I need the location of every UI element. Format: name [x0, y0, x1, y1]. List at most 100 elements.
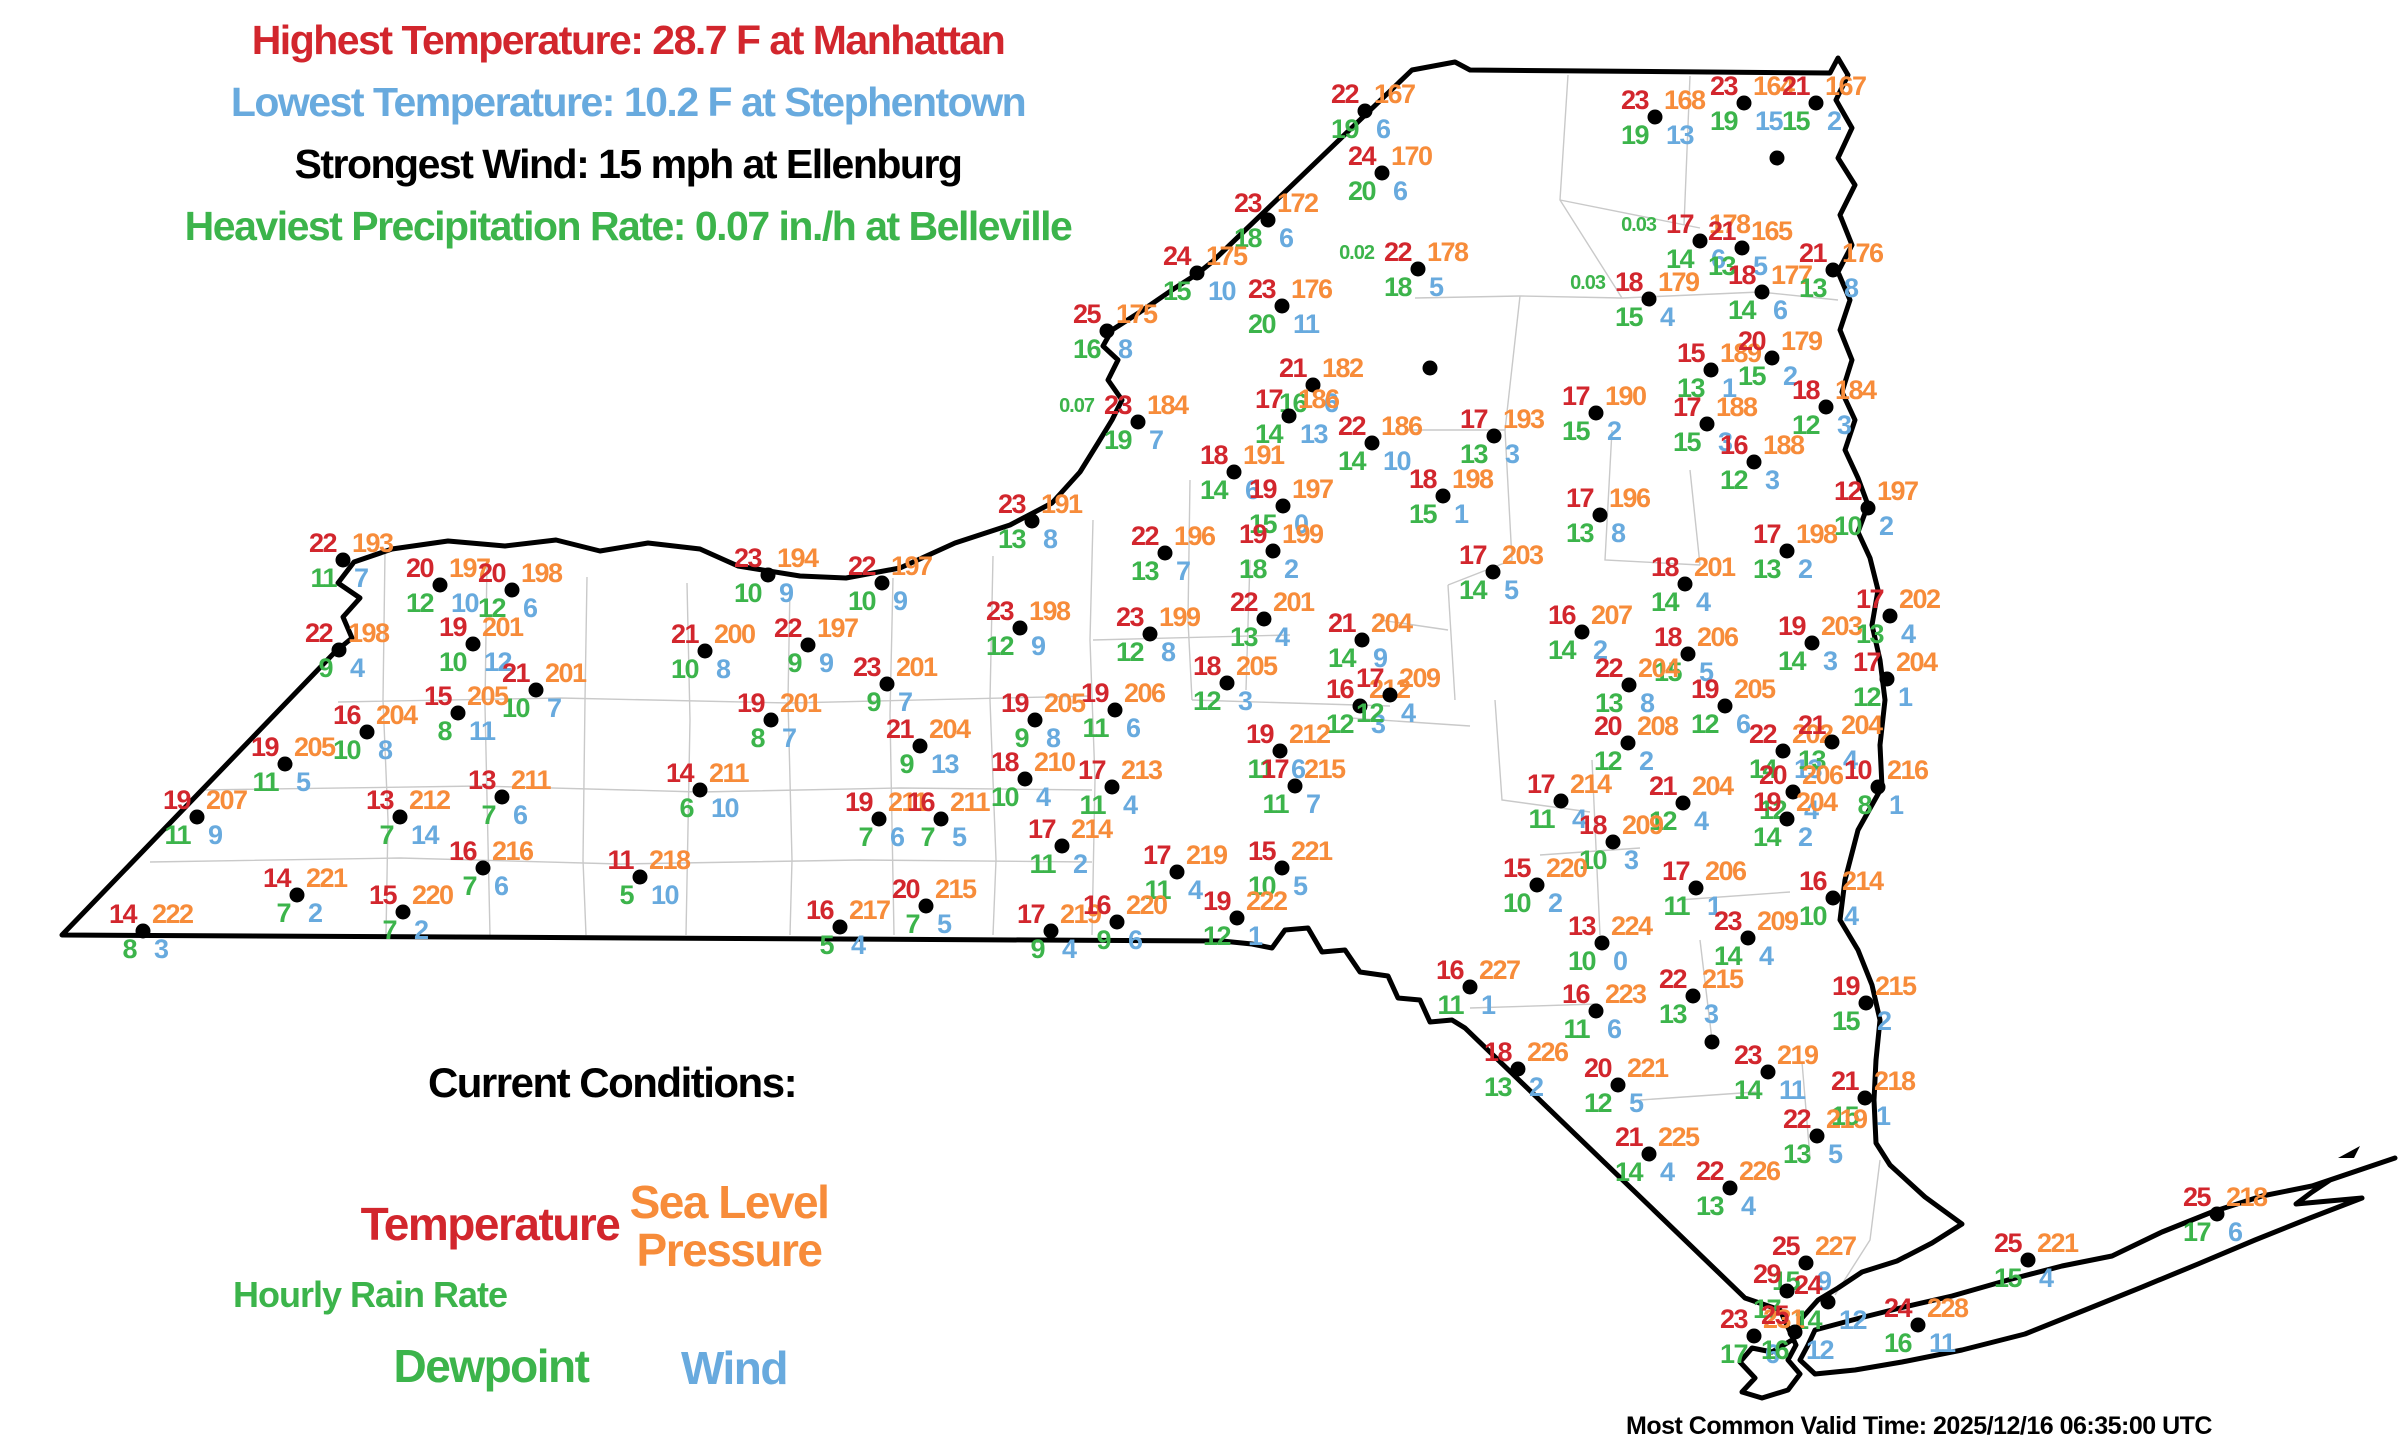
- station-dewpoint: 13: [1484, 1072, 1513, 1102]
- station-dewpoint: 8: [750, 723, 765, 753]
- station-dot: [1382, 687, 1398, 703]
- weather-station: 16 217 5 4: [806, 895, 892, 960]
- legend-title: Current Conditions:: [428, 1059, 796, 1106]
- station-dot: [1588, 1003, 1604, 1019]
- weather-station: 19 197 15 0: [1249, 474, 1335, 539]
- station-wind: 3: [154, 934, 169, 964]
- station-wind: 6: [1607, 1014, 1622, 1044]
- weather-station: 23 172 18 6: [1234, 188, 1320, 253]
- weather-station: 19 201 8 7: [737, 688, 824, 753]
- station-wind: 6: [1291, 754, 1306, 784]
- station-wind: 4: [1694, 806, 1709, 836]
- weather-station: 19 205 12 6: [1691, 674, 1778, 739]
- station-temperature: 20: [406, 553, 434, 583]
- station-dot: [1760, 1064, 1776, 1080]
- station-pressure: 216: [492, 836, 534, 866]
- station-dewpoint: 19: [1710, 106, 1739, 136]
- weather-station: 17 219 9 4: [1017, 899, 1104, 964]
- station-pressure: 186: [1381, 411, 1423, 441]
- weather-station: 18 179 15 4 0.03: [1570, 267, 1701, 332]
- station-wind: 0: [1613, 946, 1627, 976]
- weather-station: 21 176 13 8: [1799, 238, 1886, 303]
- weather-station: 16 211 7 5: [907, 787, 992, 852]
- station-temperature: 17: [1753, 519, 1781, 549]
- station-dot: [1024, 513, 1040, 529]
- weather-station: 15 220 10 2: [1503, 853, 1589, 918]
- station-dewpoint: 11: [1437, 990, 1464, 1020]
- station-dot: [1754, 284, 1770, 300]
- weather-station: 22 198 9 4: [305, 618, 392, 683]
- station-wind: 4: [1275, 622, 1290, 652]
- station-wind: 7: [782, 723, 796, 753]
- station-wind: 2: [414, 915, 428, 945]
- station-wind: 4: [1804, 795, 1819, 825]
- station-temperature: 23: [1234, 188, 1263, 218]
- station-dot: [1746, 454, 1762, 470]
- weather-station: 17 188 15 3: [1673, 392, 1760, 457]
- station-dewpoint: 14: [1615, 1157, 1644, 1187]
- station-temperature: 20: [1584, 1053, 1612, 1083]
- station-dewpoint: 13: [1131, 556, 1160, 586]
- station-dewpoint: 15: [1832, 1006, 1861, 1036]
- weather-station: 18 226 13 2: [1484, 1037, 1571, 1102]
- station-pressure: 165: [1751, 216, 1793, 246]
- station-pressure: 176: [1842, 238, 1884, 268]
- station-dewpoint: 15: [1673, 427, 1702, 457]
- station-dewpoint: 11: [1528, 804, 1555, 834]
- station-wind: 4: [1188, 875, 1203, 905]
- station-dewpoint: 7: [905, 909, 919, 939]
- station-pressure: 207: [1591, 600, 1632, 630]
- station-wind: 3: [1837, 410, 1852, 440]
- station-wind: 1: [1722, 373, 1737, 403]
- station-temperature: 15: [1677, 338, 1706, 368]
- station-dewpoint: 12: [1792, 410, 1820, 440]
- station-dewpoint: 20: [1248, 309, 1276, 339]
- station-rain-rate: 0.03: [1570, 272, 1606, 294]
- county-lines: [149, 74, 1881, 1296]
- weather-station: 17 196 13 8: [1566, 483, 1653, 548]
- station-dot: [1410, 261, 1426, 277]
- station-wind: 8: [1611, 518, 1626, 548]
- station-pressure: 188: [1763, 430, 1805, 460]
- station-pressure: 200: [714, 619, 755, 649]
- station-wind: 2: [1529, 1072, 1543, 1102]
- weather-station: 19 204 14 2: [1753, 787, 1840, 852]
- station-temperature: 17: [1460, 404, 1488, 434]
- station-pressure: 220: [412, 880, 453, 910]
- station-dot: [277, 756, 293, 772]
- weather-station: 23 191 13 8: [998, 489, 1085, 554]
- weather-station: 10 216 8 1: [1844, 755, 1931, 820]
- station-temperature: 18: [1792, 375, 1821, 405]
- station-temperature: 22: [1659, 964, 1687, 994]
- station-temperature: 14: [666, 758, 695, 788]
- station-dot: [1824, 734, 1840, 750]
- station-dot: [1787, 1324, 1803, 1340]
- station-wind: 1: [1248, 921, 1263, 951]
- station-dewpoint: 7: [462, 871, 476, 901]
- weather-station: 18 177 14 6: [1728, 260, 1814, 325]
- weather-station: 21 225 14 4: [1615, 1122, 1702, 1187]
- station-dewpoint: 20: [1348, 176, 1376, 206]
- station-pressure: 219: [1777, 1040, 1819, 1070]
- weather-station: 21 204 14 9: [1328, 608, 1415, 673]
- weather-station: 22 178 18 5 0.02: [1339, 237, 1470, 302]
- station-dot: [450, 705, 466, 721]
- station-wind: 2: [1798, 822, 1812, 852]
- station-dewpoint: 9: [866, 687, 881, 717]
- station-temperature: 23: [1710, 71, 1739, 101]
- station-pressure: 214: [1570, 769, 1612, 799]
- station-pressure: 207: [206, 785, 247, 815]
- station-temperature: 18: [1200, 440, 1229, 470]
- station-dewpoint: 17: [2183, 1217, 2211, 1247]
- station-pressure: 221: [1291, 836, 1333, 866]
- station-pressure: 198: [348, 618, 390, 648]
- station-wind: 3: [1371, 709, 1386, 739]
- weather-station: 25 221 15 4: [1994, 1228, 2081, 1293]
- station-temperature: 12: [1834, 476, 1862, 506]
- station-dewpoint: 9: [318, 653, 333, 683]
- station-wind: 8: [1043, 524, 1058, 554]
- station-pressure: 216: [1887, 755, 1929, 785]
- station-wind: 7: [547, 693, 561, 723]
